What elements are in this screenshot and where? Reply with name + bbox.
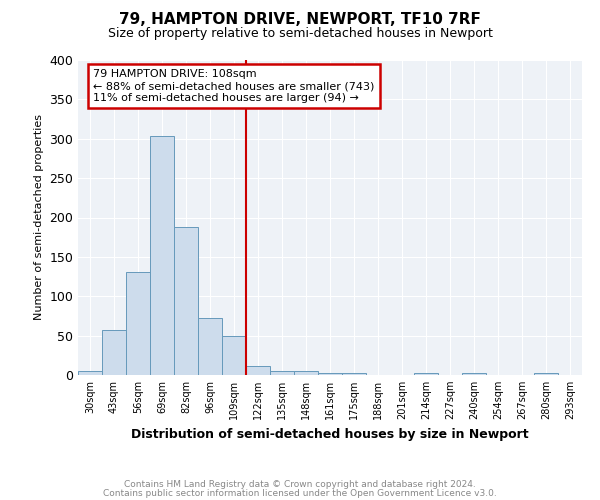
Bar <box>150 136 174 375</box>
Bar <box>246 366 270 375</box>
Bar <box>78 371 102 375</box>
Bar <box>534 374 558 375</box>
Bar <box>342 374 366 375</box>
Bar <box>318 372 342 375</box>
Text: Contains HM Land Registry data © Crown copyright and database right 2024.: Contains HM Land Registry data © Crown c… <box>124 480 476 489</box>
Bar <box>222 336 246 375</box>
Text: Size of property relative to semi-detached houses in Newport: Size of property relative to semi-detach… <box>107 28 493 40</box>
Text: 79, HAMPTON DRIVE, NEWPORT, TF10 7RF: 79, HAMPTON DRIVE, NEWPORT, TF10 7RF <box>119 12 481 28</box>
Bar <box>414 372 438 375</box>
Bar <box>174 227 198 375</box>
Bar <box>270 371 294 375</box>
Bar <box>294 371 318 375</box>
Bar <box>462 372 486 375</box>
Bar <box>126 272 150 375</box>
Text: 79 HAMPTON DRIVE: 108sqm
← 88% of semi-detached houses are smaller (743)
11% of : 79 HAMPTON DRIVE: 108sqm ← 88% of semi-d… <box>93 70 374 102</box>
Bar <box>102 330 126 375</box>
Text: Contains public sector information licensed under the Open Government Licence v3: Contains public sector information licen… <box>103 488 497 498</box>
Bar <box>198 318 222 375</box>
Y-axis label: Number of semi-detached properties: Number of semi-detached properties <box>34 114 44 320</box>
X-axis label: Distribution of semi-detached houses by size in Newport: Distribution of semi-detached houses by … <box>131 428 529 440</box>
